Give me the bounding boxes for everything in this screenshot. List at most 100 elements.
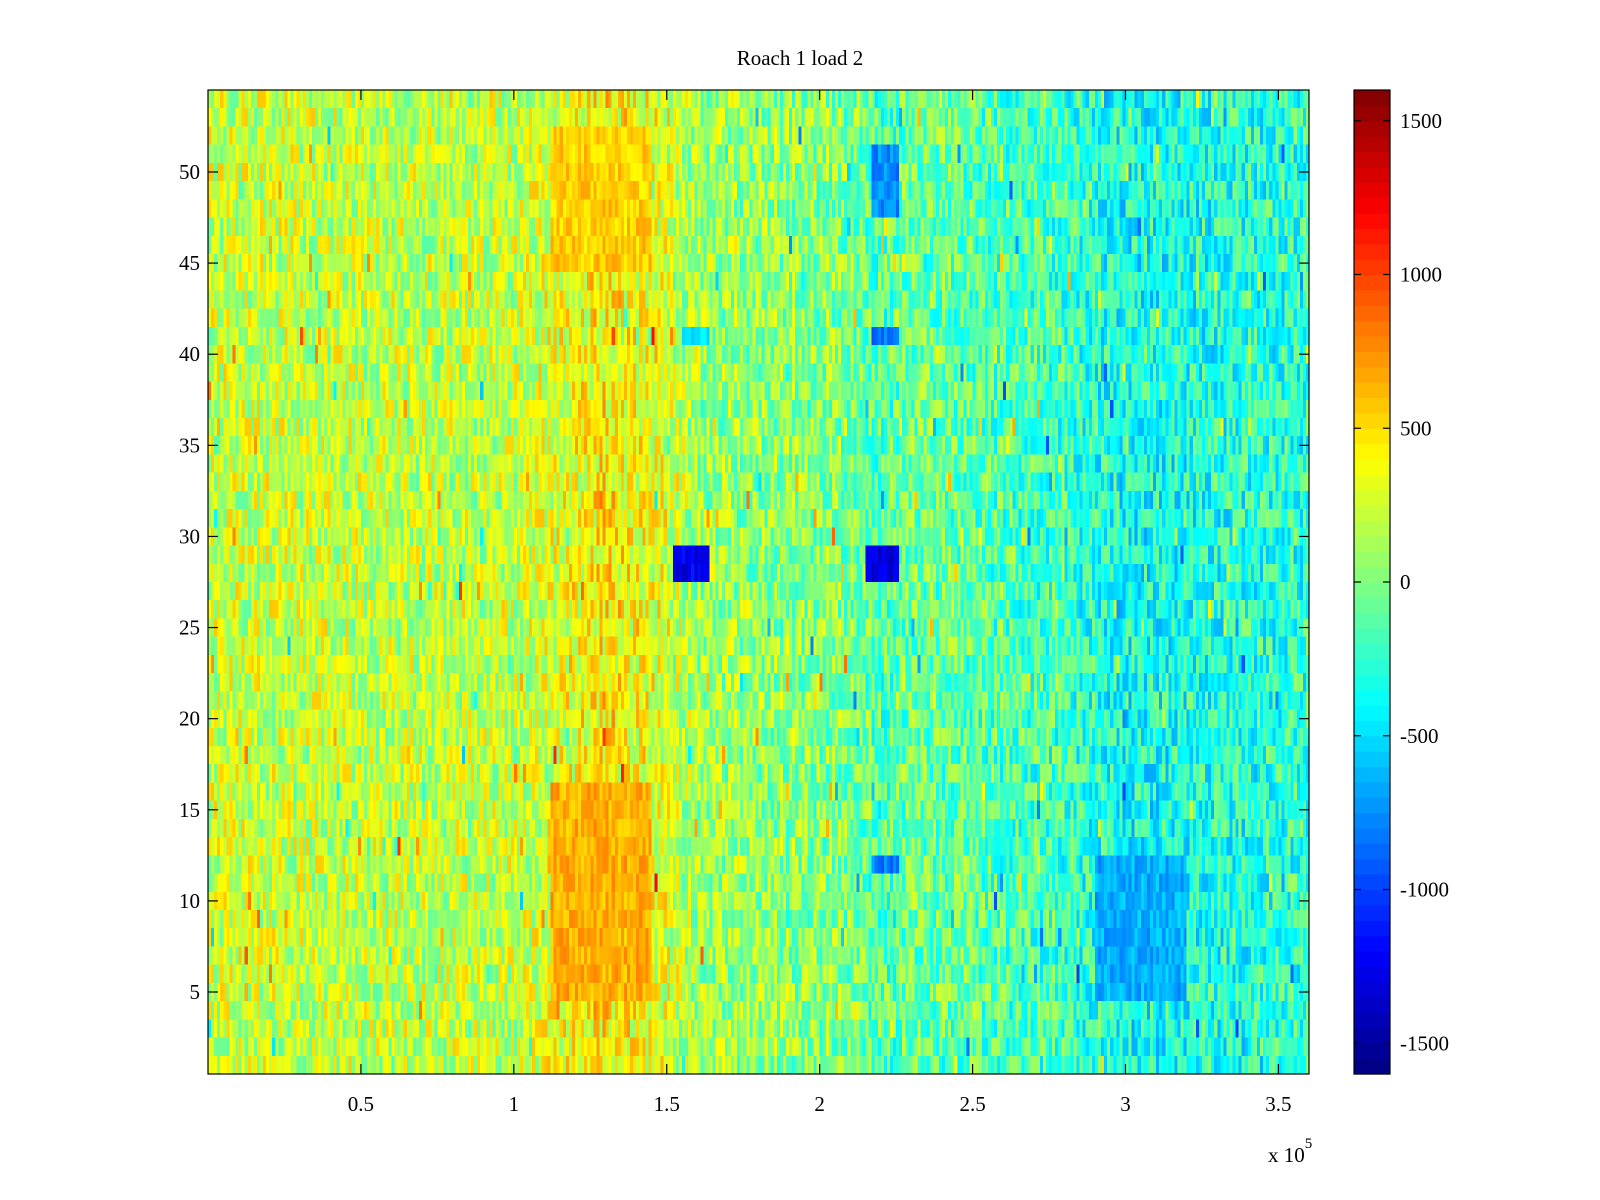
x-tick-label: 2 [814, 1092, 825, 1116]
colorbar-segment [1354, 428, 1390, 445]
colorbar-tick-label: 500 [1400, 416, 1432, 440]
y-tick-label: 25 [179, 616, 200, 640]
colorbar-segment [1354, 735, 1390, 752]
colorbar-segment [1354, 197, 1390, 214]
y-tick-label: 50 [179, 160, 200, 184]
colorbar-segment [1354, 981, 1390, 998]
colorbar-segment [1354, 136, 1390, 153]
colorbar-tick-label: -500 [1400, 724, 1439, 748]
x-tick-label: 0.5 [348, 1092, 374, 1116]
colorbar-segment [1354, 397, 1390, 414]
colorbar-segment [1354, 612, 1390, 629]
colorbar-segment [1354, 228, 1390, 245]
colorbar-segment [1354, 489, 1390, 506]
colorbar-tick-label: -1500 [1400, 1031, 1449, 1055]
colorbar-segment [1354, 766, 1390, 783]
colorbar-segment [1354, 259, 1390, 276]
colorbar-tick-label: 1500 [1400, 109, 1442, 133]
colorbar-segment [1354, 566, 1390, 583]
colorbar-segment [1354, 351, 1390, 368]
x-axis-multiplier: x 105 [1268, 1136, 1312, 1168]
colorbar-segment [1354, 366, 1390, 383]
colorbar-segment [1354, 643, 1390, 660]
colorbar-segment [1354, 597, 1390, 614]
colorbar-segment [1354, 828, 1390, 844]
y-tick-label: 35 [179, 433, 200, 457]
colorbar-segment [1354, 904, 1390, 921]
x-multiplier-exponent: 5 [1304, 1136, 1313, 1152]
colorbar-segment [1354, 90, 1390, 106]
x-tick-label: 1.5 [654, 1092, 680, 1116]
colorbar-segment [1354, 689, 1390, 706]
colorbar-segment [1354, 459, 1390, 475]
colorbar-segment [1354, 705, 1390, 721]
colorbar-segment [1354, 213, 1390, 229]
colorbar-segment [1354, 1043, 1390, 1060]
colorbar-segment [1354, 551, 1390, 568]
colorbar-segment [1354, 658, 1390, 675]
colorbar-segment [1354, 935, 1390, 952]
colorbar-segment [1354, 412, 1390, 429]
colorbar-tick-label: 1000 [1400, 263, 1442, 287]
colorbar-segment [1354, 105, 1390, 122]
colorbar [1353, 89, 1391, 1075]
colorbar-segment [1354, 781, 1390, 798]
x-multiplier-base: x 10 [1268, 1143, 1305, 1167]
colorbar-segment [1354, 812, 1390, 829]
colorbar-segment [1354, 628, 1390, 645]
colorbar-segment [1354, 120, 1390, 137]
colorbar-segment [1354, 289, 1390, 306]
colorbar-segment [1354, 182, 1390, 199]
colorbar-segment [1354, 1058, 1390, 1075]
colorbar-segment [1354, 997, 1390, 1014]
colorbar-segment [1354, 966, 1390, 983]
y-tick-label: 20 [179, 707, 200, 731]
colorbar-segment [1354, 336, 1390, 352]
colorbar-segment [1354, 151, 1390, 168]
heatmap-image [208, 90, 1309, 1074]
colorbar-segment [1354, 520, 1390, 537]
colorbar-segment [1354, 505, 1390, 522]
y-tick-label: 5 [190, 980, 201, 1004]
colorbar-segment [1354, 1027, 1390, 1044]
colorbar-segment [1354, 920, 1390, 937]
colorbar-segment [1354, 274, 1390, 291]
y-tick-label: 30 [179, 524, 200, 548]
colorbar-segment [1354, 1012, 1390, 1029]
y-tick-label: 15 [179, 798, 200, 822]
colorbar-segment [1354, 305, 1390, 322]
x-tick-label: 2.5 [959, 1092, 985, 1116]
colorbar-segment [1354, 951, 1390, 967]
colorbar-segment [1354, 166, 1390, 183]
y-tick-label: 10 [179, 889, 200, 913]
x-tick-label: 3.5 [1265, 1092, 1291, 1116]
x-tick-label: 3 [1120, 1092, 1131, 1116]
colorbar-tick-label: -1000 [1400, 878, 1449, 902]
plot-area-frame [207, 89, 1310, 1075]
colorbar-segment [1354, 535, 1390, 552]
colorbar-segment [1354, 843, 1390, 860]
heatmap-cells [208, 90, 1309, 1074]
y-tick-label: 45 [179, 251, 200, 275]
y-tick-label: 40 [179, 342, 200, 366]
colorbar-segment [1354, 382, 1390, 399]
colorbar-segment [1354, 674, 1390, 691]
colorbar-tick-label: 0 [1400, 570, 1411, 594]
x-axis: 0.5 1 1.5 2 2.5 3 3.5 [348, 90, 1292, 1116]
colorbar-segment [1354, 443, 1390, 460]
colorbar-segment [1354, 720, 1390, 737]
colorbar-segment [1354, 243, 1390, 260]
y-axis: 5 10 15 20 25 30 35 40 45 50 [179, 160, 1309, 1004]
x-tick-label: 1 [509, 1092, 520, 1116]
colorbar-segment [1354, 320, 1390, 337]
colorbar-segment [1354, 889, 1390, 906]
colorbar-axis: 1500 1000 500 0 -500 -1000 -1500 [1354, 109, 1449, 1055]
colorbar-segment [1354, 874, 1390, 891]
colorbar-segment [1354, 797, 1390, 814]
colorbar-segment [1354, 474, 1390, 491]
colorbar-segment [1354, 751, 1390, 768]
colorbar-segment [1354, 582, 1390, 598]
colorbar-segment [1354, 858, 1390, 875]
chart-title: Roach 1 load 2 [736, 46, 864, 70]
